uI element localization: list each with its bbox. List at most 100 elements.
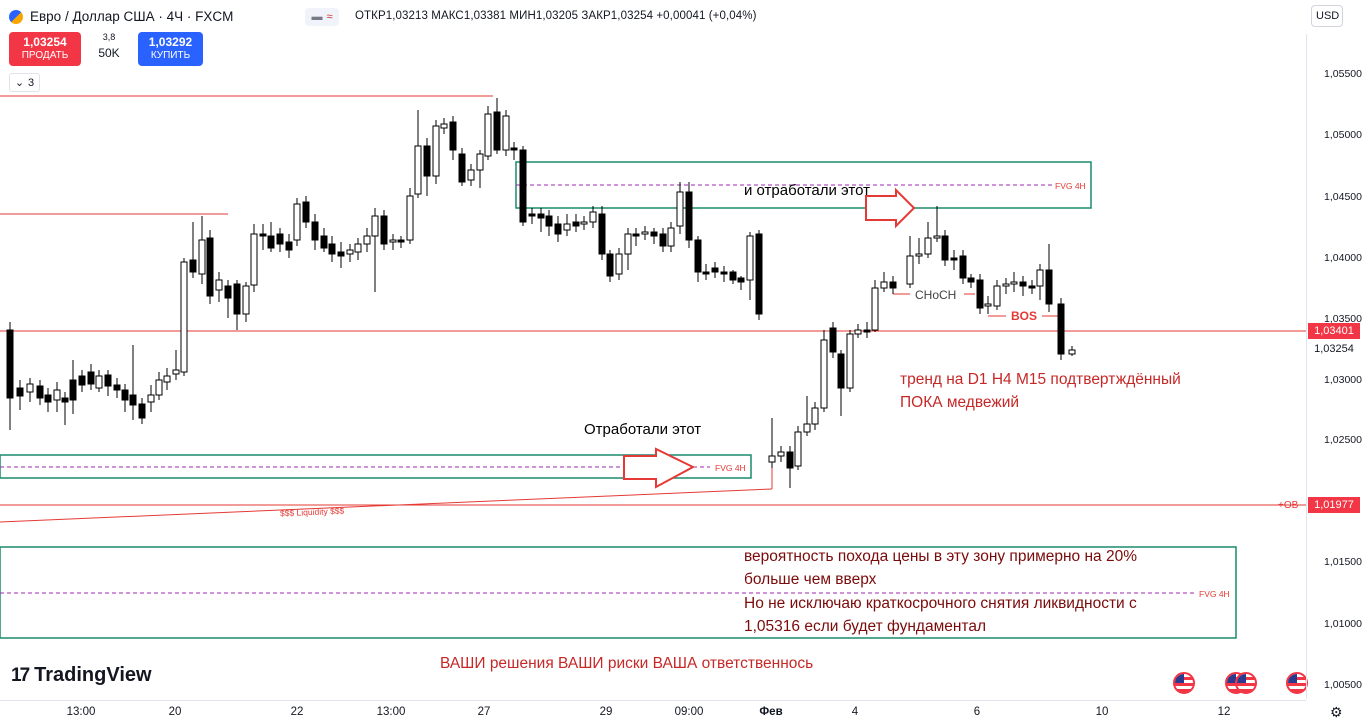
candle-body (794, 431, 802, 467)
candle-body (871, 287, 879, 331)
tradingview-logo[interactable]: 17 TradingView (11, 664, 152, 687)
candle-body (984, 303, 992, 307)
time-label: 27 (477, 706, 491, 718)
candle-body (259, 233, 267, 237)
candle-body (104, 374, 112, 387)
candle-body (198, 239, 206, 275)
sell-button[interactable]: 1,03254 ПРОДАТЬ (9, 32, 81, 66)
time-label: 13:00 (376, 706, 406, 718)
candle-body (458, 153, 466, 183)
candle-body (768, 455, 776, 463)
candle-body (276, 233, 284, 245)
candle-body (993, 285, 1001, 307)
settings-gear-icon[interactable]: ⚙ (1330, 704, 1343, 720)
spread-value: 3,8 (102, 32, 116, 42)
candle-body (285, 241, 293, 251)
choch-label: CHoCH (915, 288, 957, 302)
candle-body (346, 249, 354, 255)
time-label: 20 (168, 706, 182, 718)
candle-body (820, 339, 828, 409)
buy-price: 1,03292 (148, 35, 193, 49)
fvg-box-bottom (0, 454, 752, 479)
volume-value[interactable]: 50K (98, 46, 120, 60)
candle-body (1068, 349, 1076, 355)
visibility-toggle[interactable]: ▬ ≈ (305, 8, 339, 26)
us-flag-icon[interactable] (1286, 672, 1308, 694)
candle-body (528, 213, 536, 217)
candle-body (863, 329, 871, 333)
us-flag-icon[interactable] (1235, 672, 1257, 694)
candle-body (215, 279, 223, 291)
candle-body (572, 221, 580, 227)
chevron-down-icon: ⌄ (14, 77, 25, 89)
candle-body (598, 213, 606, 255)
candle-body (189, 259, 197, 273)
currency-select[interactable]: USD (1311, 5, 1343, 27)
indicators-toggle[interactable]: ⌄ 3 (9, 73, 40, 92)
candle-body (363, 235, 371, 245)
price-tick: 1,01500 (1324, 556, 1362, 568)
time-axis[interactable]: 13:00 20 22 13:00 27 29 09:00 Фев 4 6 10… (0, 700, 1306, 727)
spread-info: 3,8 50K (92, 32, 126, 60)
candle-body (53, 389, 61, 401)
buy-button[interactable]: 1,03292 КУПИТЬ (138, 32, 203, 66)
candle-body (1057, 303, 1065, 355)
candle-body (685, 191, 693, 241)
candle-body (44, 394, 52, 403)
symbol-icon[interactable] (9, 10, 23, 24)
candle-body (250, 233, 258, 286)
price-tick: 1,05500 (1324, 68, 1362, 80)
fvg-label-bottom: FVG 4H (715, 463, 746, 473)
candle-body (624, 233, 632, 255)
candle-body (711, 267, 719, 273)
chart-header: Евро / Доллар США · 4Ч · FXCM ▬ ≈ ОТКР1,… (0, 0, 1368, 34)
candle-body (6, 329, 14, 399)
price-axis[interactable]: 1,05500 1,05000 1,04500 1,04000 1,03500 … (1306, 34, 1368, 699)
probability-text-line1: вероятность похода цены в эту зону приме… (744, 548, 1137, 565)
candle-body (854, 329, 862, 335)
tradingview-wordmark: TradingView (34, 664, 152, 686)
price-tick: 1,05000 (1324, 129, 1362, 141)
annotation-worked-bottom: Отработали этот (584, 421, 702, 438)
candle-body (354, 243, 362, 253)
candle-body (537, 213, 545, 219)
candle-body (811, 407, 819, 425)
candle-body (16, 387, 24, 397)
candle-body (26, 383, 34, 393)
fvg-box-lower (0, 546, 1237, 639)
candle-body (915, 253, 923, 257)
candle-body (1036, 269, 1044, 287)
candle-body (233, 283, 241, 315)
candle-body (676, 191, 684, 227)
ob-label: +OB (1278, 500, 1299, 511)
candle-body (1010, 281, 1018, 285)
candle-body (1019, 281, 1027, 287)
candle-body (163, 375, 171, 383)
buy-label: КУПИТЬ (150, 50, 191, 61)
fvg-label-top: FVG 4H (1055, 181, 1086, 191)
sell-price: 1,03254 (23, 35, 67, 49)
candle-body (589, 211, 597, 223)
price-tick: 1,04000 (1324, 252, 1362, 264)
candle-body (440, 123, 448, 129)
price-chart[interactable] (0, 0, 1306, 700)
candle-body (632, 233, 640, 237)
candle-body (502, 115, 510, 151)
us-flag-icon[interactable] (1173, 672, 1195, 694)
price-tick: 1,04500 (1324, 191, 1362, 203)
candle-body (69, 379, 77, 401)
candle-body (659, 233, 667, 247)
trend-text-line2: ПОКА медвежий (900, 394, 1020, 411)
symbol-title[interactable]: Евро / Доллар США · 4Ч · FXCM (30, 9, 234, 24)
disclaimer-text: ВАШИ решения ВАШИ риски ВАША ответственн… (440, 655, 814, 672)
candle-body (414, 145, 422, 195)
arrow-right-top (865, 187, 916, 229)
candle-body (694, 239, 702, 273)
candle-body (837, 353, 845, 389)
candle-body (337, 251, 345, 257)
candle-body (467, 169, 475, 181)
liquidity-text-line1: Но не исключаю краткосрочного снятия лик… (744, 595, 1137, 612)
candle-body (449, 121, 457, 151)
candle-body (267, 235, 275, 249)
candle-body (1028, 285, 1036, 289)
